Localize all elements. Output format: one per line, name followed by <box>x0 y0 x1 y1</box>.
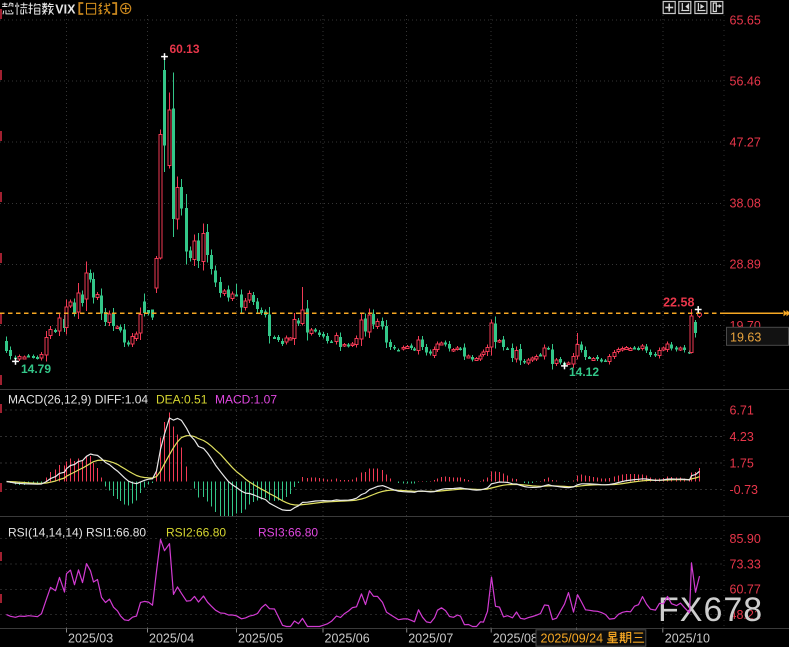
svg-text:47.27: 47.27 <box>730 136 761 150</box>
svg-text:RSI2:66.80: RSI2:66.80 <box>166 525 226 539</box>
svg-text:2025/08: 2025/08 <box>493 632 538 646</box>
svg-text:VIX: VIX <box>55 3 76 17</box>
svg-text:DEA:0.51: DEA:0.51 <box>156 392 208 406</box>
svg-text:28.89: 28.89 <box>730 258 761 272</box>
svg-text:48.21: 48.21 <box>730 608 761 622</box>
svg-text:14.79: 14.79 <box>21 362 51 376</box>
svg-text:-0.73: -0.73 <box>730 483 759 497</box>
svg-text:MACD(26,12,9) DIFF:1.04: MACD(26,12,9) DIFF:1.04 <box>8 392 148 406</box>
svg-text:2025/09/24: 2025/09/24 <box>541 632 604 646</box>
svg-text:RSI3:66.80: RSI3:66.80 <box>258 525 318 539</box>
svg-text:2025/05: 2025/05 <box>238 632 283 646</box>
svg-text:6.71: 6.71 <box>730 403 754 417</box>
svg-text:60.77: 60.77 <box>730 583 761 597</box>
svg-text:14.12: 14.12 <box>569 365 599 379</box>
svg-text:22.58: 22.58 <box>663 296 694 310</box>
svg-text:1.75: 1.75 <box>730 456 754 470</box>
svg-text:2025/07: 2025/07 <box>408 632 453 646</box>
svg-text:FX678: FX678 <box>658 591 763 629</box>
svg-text:85.90: 85.90 <box>730 532 761 546</box>
svg-text:65.65: 65.65 <box>730 13 761 27</box>
svg-text:2025/10: 2025/10 <box>665 632 710 646</box>
svg-text:60.13: 60.13 <box>170 42 200 56</box>
svg-text:RSI(14,14,14) RSI1:66.80: RSI(14,14,14) RSI1:66.80 <box>8 525 146 539</box>
svg-text:4.23: 4.23 <box>730 430 754 444</box>
svg-text:2025/04: 2025/04 <box>149 632 194 646</box>
svg-text:56.46: 56.46 <box>730 74 761 88</box>
svg-text:73.33: 73.33 <box>730 557 761 571</box>
svg-text:2025/06: 2025/06 <box>325 632 370 646</box>
svg-text:38.08: 38.08 <box>730 197 761 211</box>
svg-text:19.63: 19.63 <box>730 330 761 344</box>
svg-text:2025/03: 2025/03 <box>68 632 113 646</box>
svg-text:MACD:1.07: MACD:1.07 <box>215 392 277 406</box>
